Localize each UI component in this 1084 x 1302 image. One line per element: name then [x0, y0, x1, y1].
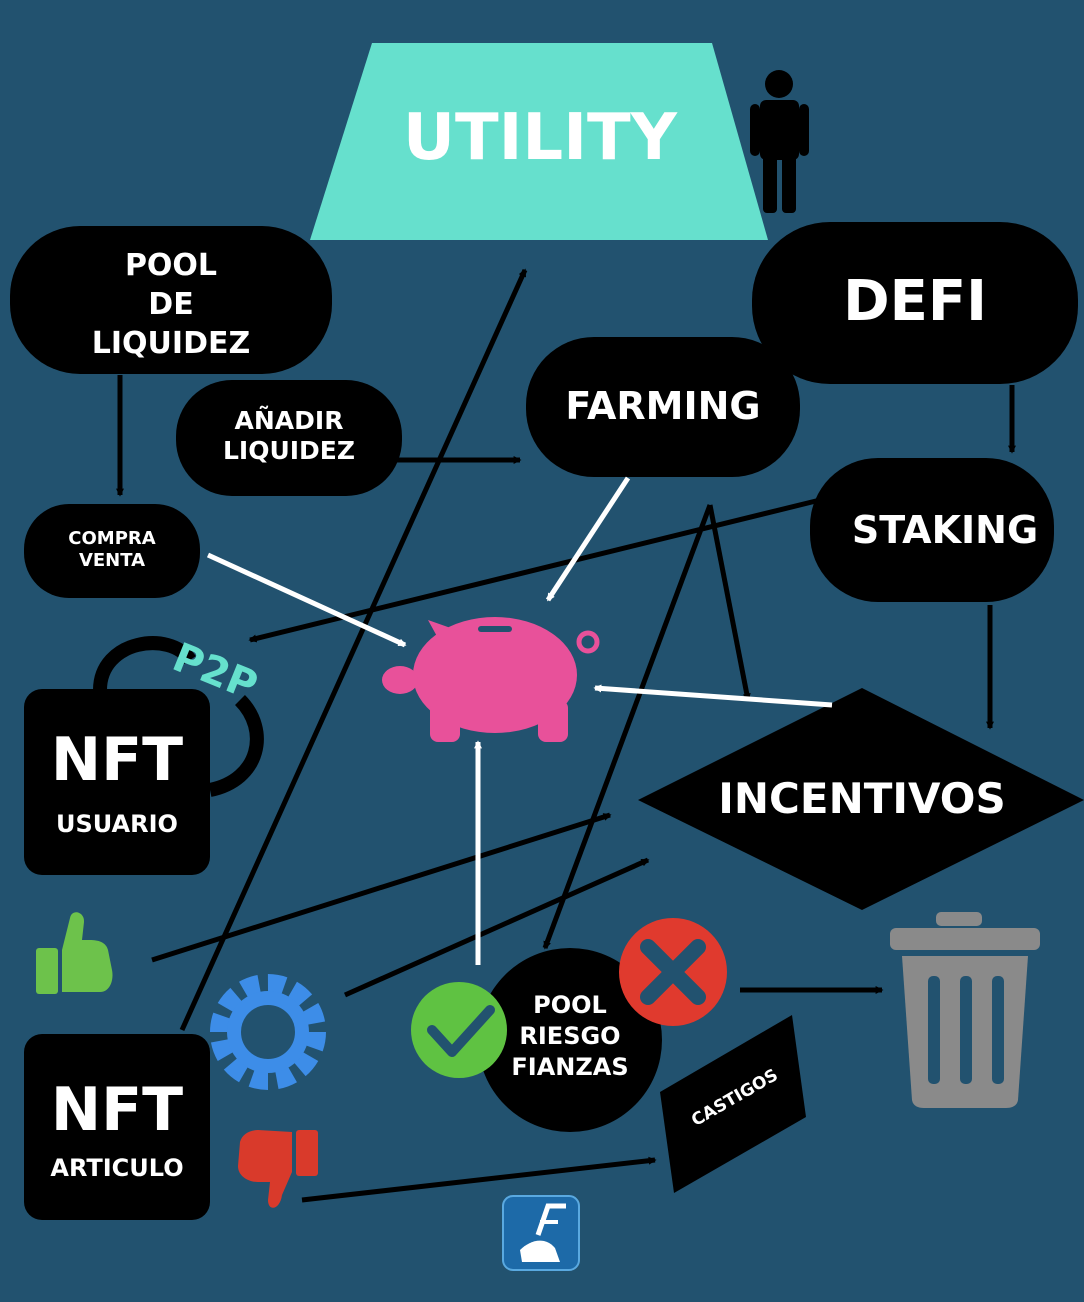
arrow-gear-to-incentivos [343, 857, 650, 998]
arrow-thumbdown-to-castigos [301, 1156, 657, 1203]
pool-riesgo-line-3: FIANZAS [511, 1053, 629, 1082]
p2p-loop-top [93, 636, 196, 691]
nft-usuario-node [24, 689, 210, 875]
arrow-incentivos-to-piggy [593, 684, 833, 708]
pool-liquidez-line-3: LIQUIDEZ [91, 326, 251, 361]
arrow-compra-to-piggy [206, 552, 407, 648]
compra-venta-line-2: VENTA [78, 549, 146, 571]
incentivos-label: INCENTIVOS [718, 774, 1006, 823]
nft-usuario-title: NFT [50, 725, 184, 795]
arrow-farming-to-incentivos [707, 504, 751, 702]
farming-node [526, 337, 800, 477]
p2p-loop-right [208, 695, 264, 797]
trash-icon [890, 912, 1040, 1108]
cross-icon [619, 918, 727, 1026]
incentivos-node [638, 688, 1084, 910]
nft-articulo-title: NFT [50, 1075, 184, 1145]
check-icon [411, 982, 507, 1078]
nft-articulo-subtitle: ARTICULO [50, 1154, 184, 1182]
utility-banner [310, 43, 768, 240]
nft-usuario-subtitle: USUARIO [56, 810, 178, 838]
pool-liquidez-line-2: DE [148, 287, 194, 322]
staking-node [810, 458, 1054, 602]
compra-venta-node [24, 504, 200, 598]
pool-riesgo-line-1: POOL [533, 991, 607, 1019]
defi-label: DEFI [843, 269, 987, 334]
pool-riesgo-node [478, 948, 662, 1132]
pool-riesgo-label: POOL RIESGO FIANZAS [490, 990, 650, 1084]
gear-icon [210, 974, 326, 1090]
thumbs-down-icon [238, 1130, 318, 1208]
anadir-liquidez-line-1: AÑADIR [234, 406, 344, 435]
piggy-bank-icon [382, 617, 600, 742]
arrow-articulo-to-utility [179, 268, 528, 1032]
arrow-thumbup-to-incentivos [151, 812, 612, 963]
pool-liquidez-node [10, 226, 332, 374]
pool-riesgo-line-2: RIESGO [519, 1022, 621, 1051]
thumbs-up-icon [36, 912, 113, 994]
arrow-farming-to-piggy [545, 476, 631, 602]
pool-liquidez-label: POOL DE LIQUIDEZ [10, 246, 332, 363]
utility-title: UTILITY [402, 101, 678, 175]
nft-articulo-node [24, 1034, 210, 1220]
farming-label: FARMING [565, 384, 761, 428]
person-icon [750, 70, 809, 213]
compra-venta-label: COMPRA VENTA [24, 528, 200, 571]
pool-liquidez-line-1: POOL [124, 248, 218, 283]
compra-venta-line-1: COMPRA [68, 528, 156, 549]
anadir-liquidez-line-2: LIQUIDEZ [222, 436, 356, 465]
logo-icon [502, 1195, 580, 1271]
anadir-liquidez-label: AÑADIR LIQUIDEZ [176, 406, 402, 466]
defi-node [752, 222, 1078, 384]
castigos-node [660, 1015, 806, 1193]
anadir-liquidez-node [176, 380, 402, 496]
staking-label: STAKING [851, 508, 1039, 552]
arrow-farming-to-riesgo [542, 504, 713, 950]
